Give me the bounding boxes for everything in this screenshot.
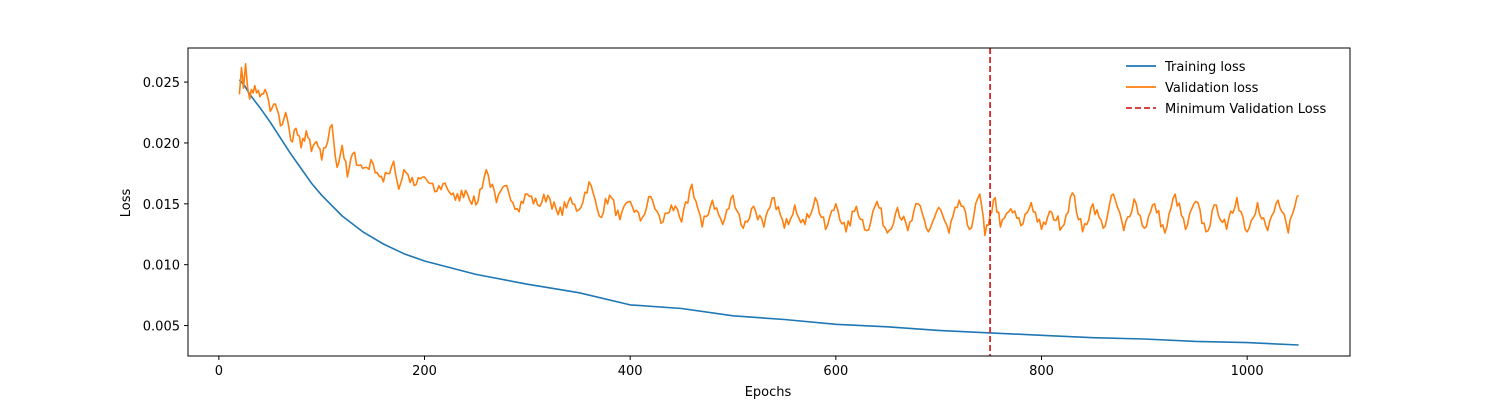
x-tick-label: 200 bbox=[412, 364, 437, 379]
x-tick-label: 400 bbox=[618, 364, 643, 379]
y-tick-label: 0.005 bbox=[143, 320, 180, 335]
x-tick-label: 1000 bbox=[1231, 364, 1264, 379]
y-tick-label: 0.010 bbox=[143, 259, 180, 274]
x-tick-label: 600 bbox=[823, 364, 848, 379]
legend: Training loss Validation loss Minimum Vali… bbox=[1126, 60, 1326, 117]
y-tick-label: 0.025 bbox=[143, 76, 180, 91]
axes: 0 200 400 600 800 1000 0.005 0.010 0.015 0.020 0.0… bbox=[143, 47, 1351, 379]
plot-area bbox=[238, 48, 1300, 356]
y-tick-label: 0.015 bbox=[143, 198, 180, 213]
legend-label: Minimum Validation Loss bbox=[1165, 102, 1326, 117]
axes-frame bbox=[187, 47, 1351, 357]
x-tick-label: 0 bbox=[215, 364, 223, 379]
series-line-validation-loss bbox=[238, 62, 1300, 237]
legend-label: Training loss bbox=[1164, 60, 1246, 75]
y-tick-label: 0.020 bbox=[143, 137, 180, 152]
series-line-training-loss bbox=[238, 79, 1299, 346]
x-tick-label: 800 bbox=[1029, 364, 1054, 379]
x-axis-label: Epochs bbox=[745, 385, 792, 400]
legend-label: Validation loss bbox=[1165, 81, 1259, 96]
y-axis-label: Loss bbox=[119, 189, 134, 218]
